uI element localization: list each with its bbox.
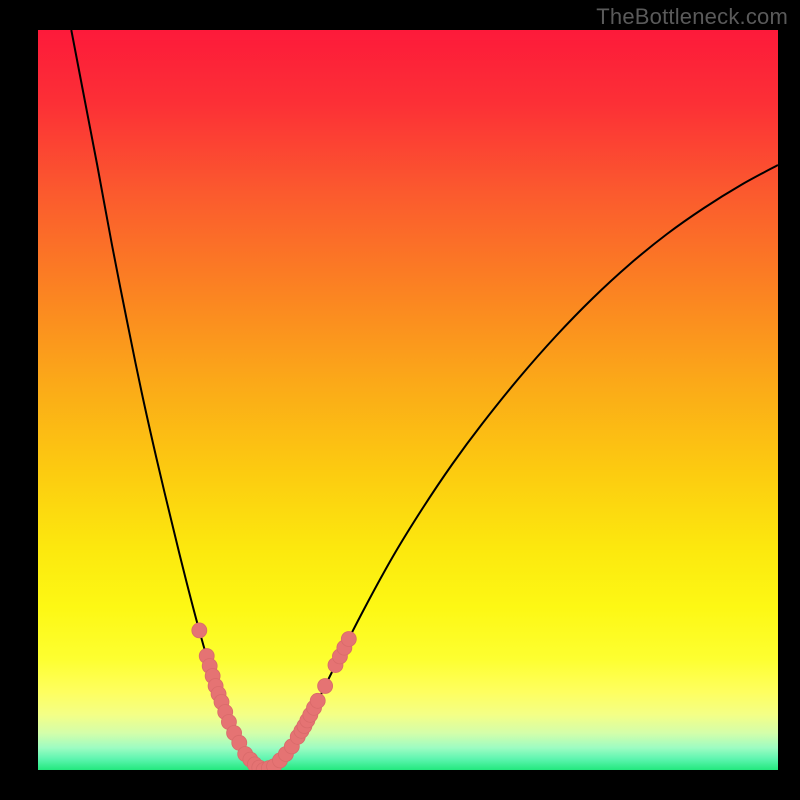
curve-marker <box>341 632 356 647</box>
curve-marker <box>310 693 325 708</box>
curve-marker <box>192 623 207 638</box>
curve-marker <box>318 679 333 694</box>
chart-stage: TheBottleneck.com <box>0 0 800 800</box>
bottleneck-chart <box>0 0 800 800</box>
plot-background-gradient <box>38 30 778 770</box>
